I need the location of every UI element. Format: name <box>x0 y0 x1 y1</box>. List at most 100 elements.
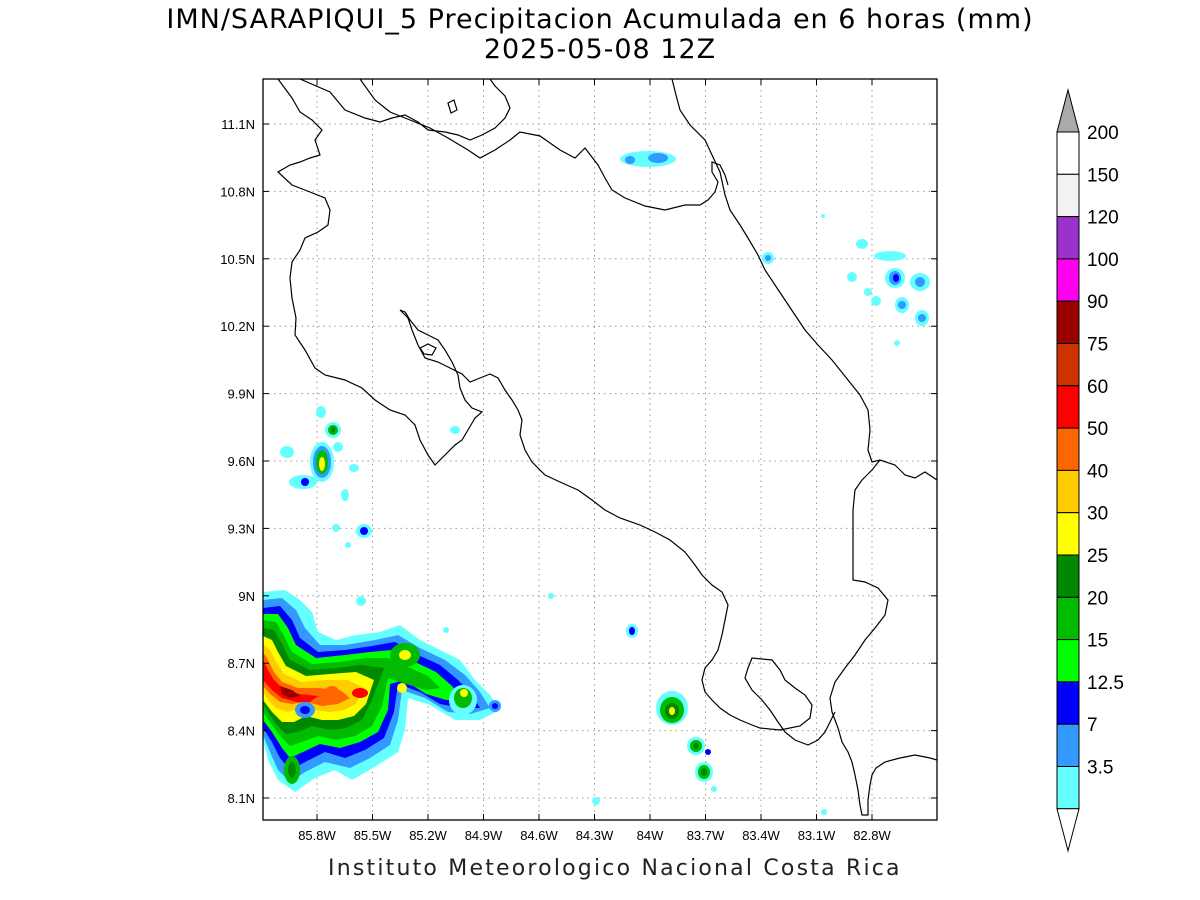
colorbar-label: 200 <box>1087 123 1119 144</box>
lat-tick-label: 9.9N <box>228 387 255 402</box>
precip-cell <box>693 743 699 749</box>
precip-cell <box>341 489 349 501</box>
colorbar-segment <box>1056 385 1080 429</box>
colorbar-segment <box>1056 639 1080 683</box>
colorbar-segment <box>1056 723 1080 768</box>
colorbar-segment <box>1056 131 1080 175</box>
precip-cell <box>705 749 711 755</box>
precip-cell <box>333 442 343 452</box>
precipitation-field <box>263 151 930 815</box>
precip-cell <box>319 457 325 471</box>
colorbar-segment <box>1056 681 1080 725</box>
colorbar-label: 90 <box>1087 292 1108 313</box>
colorbar-label: 50 <box>1087 419 1108 440</box>
precip-cell <box>711 786 717 792</box>
lon-tick-label: 82.8W <box>853 828 891 843</box>
precip-cell <box>847 272 857 282</box>
precip-cell <box>316 406 326 418</box>
lon-tick-label: 84.6W <box>520 828 558 843</box>
lake-shape <box>447 99 458 114</box>
coastlines <box>276 79 937 816</box>
precip-cell <box>874 251 906 261</box>
colorbar-label: 75 <box>1087 335 1108 356</box>
precip-cell <box>592 797 600 805</box>
colorbar-label: 7 <box>1087 715 1098 736</box>
precip-cell <box>894 340 900 346</box>
precip-cell <box>898 301 906 309</box>
precip-cell <box>450 426 460 434</box>
lat-lon-grid <box>263 79 937 820</box>
precip-cell <box>397 683 407 693</box>
colorbar-label: 30 <box>1087 504 1108 525</box>
precip-cell <box>352 688 368 698</box>
colorbar-underflow-triangle <box>1056 808 1080 853</box>
plot-frame <box>262 78 938 821</box>
colorbar-label: 40 <box>1087 461 1108 482</box>
precip-cell <box>915 277 925 287</box>
colorbar-label: 12.5 <box>1087 673 1124 694</box>
precip-cell <box>326 686 338 694</box>
precip-cell <box>629 627 635 635</box>
lat-tick-label: 9.3N <box>228 521 255 536</box>
precip-cell <box>492 703 498 709</box>
osa-coast <box>784 711 836 746</box>
nicoya-gulf-coast <box>399 309 813 733</box>
colorbar-label: 100 <box>1087 250 1119 271</box>
lon-tick-label: 83.1W <box>798 828 836 843</box>
precip-cell <box>399 650 411 660</box>
precip-cell <box>345 542 351 548</box>
map-datetime: 2025-05-08 12Z <box>483 34 717 65</box>
colorbar-overflow-triangle <box>1056 88 1080 133</box>
lon-tick-label: 85.8W <box>298 828 336 843</box>
precip-cell <box>701 768 707 776</box>
lat-tick-label: 10.2N <box>220 319 255 334</box>
colorbar-segment <box>1056 596 1080 641</box>
map-footer-credit: Instituto Meteorologico Nacional Costa R… <box>328 856 902 881</box>
precip-cell <box>648 153 668 163</box>
colorbar-label: 60 <box>1087 377 1108 398</box>
colorbar-label: 15 <box>1087 631 1108 652</box>
cr-nicaragua-border <box>359 79 729 211</box>
lon-tick-label: 84W <box>637 828 664 843</box>
precip-cell <box>864 288 872 296</box>
lat-tick-label: 9N <box>238 589 255 604</box>
lat-tick-label: 8.1N <box>228 791 255 806</box>
precip-cell <box>331 427 335 433</box>
colorbar-label: 120 <box>1087 208 1119 229</box>
longitude-ticks: 85.8W 85.5W 85.2W 84.9W 84.6W 84.3W 84W 83.7W 83… <box>298 79 892 843</box>
precip-cell <box>301 478 309 486</box>
nicaragua-lake-edge <box>299 79 511 141</box>
precip-cell <box>821 809 827 815</box>
lat-tick-label: 10.8N <box>220 184 255 199</box>
lon-tick-label: 84.9W <box>465 828 503 843</box>
colorbar-segment <box>1056 469 1080 514</box>
precip-cell <box>856 239 868 249</box>
colorbar-segment <box>1056 258 1080 302</box>
colorbar-segment <box>1056 766 1080 810</box>
colorbar-label: 25 <box>1087 546 1108 567</box>
lon-tick-label: 85.2W <box>409 828 447 843</box>
precip-cell <box>300 706 310 714</box>
lon-tick-label: 85.5W <box>354 828 392 843</box>
precip-cell <box>288 762 296 778</box>
lat-tick-label: 9.6N <box>228 454 255 469</box>
precip-cell <box>356 596 366 606</box>
precip-cell <box>765 255 771 261</box>
lon-tick-label: 83.4W <box>742 828 780 843</box>
colorbar-segment <box>1056 554 1080 598</box>
precip-cluster-sw-darkred <box>280 686 300 698</box>
colorbar-segment <box>1056 343 1080 387</box>
island-shape <box>419 343 437 356</box>
colorbar-label: 150 <box>1087 165 1119 186</box>
lat-tick-label: 8.7N <box>228 656 255 671</box>
precip-cell <box>871 296 881 306</box>
precip-cell <box>443 627 449 633</box>
precip-cell <box>460 689 468 697</box>
precip-cluster-sw-red <box>263 660 318 702</box>
colorbar-label: 3.5 <box>1087 758 1113 779</box>
lat-tick-label: 10.5N <box>220 252 255 267</box>
colorbar: 200 150 120 100 90 75 60 50 40 30 25 20 15 12.5 7 3.5 <box>1056 88 1124 853</box>
colorbar-label: 20 <box>1087 588 1108 609</box>
colorbar-segment <box>1056 427 1080 471</box>
precip-cell <box>360 527 368 535</box>
